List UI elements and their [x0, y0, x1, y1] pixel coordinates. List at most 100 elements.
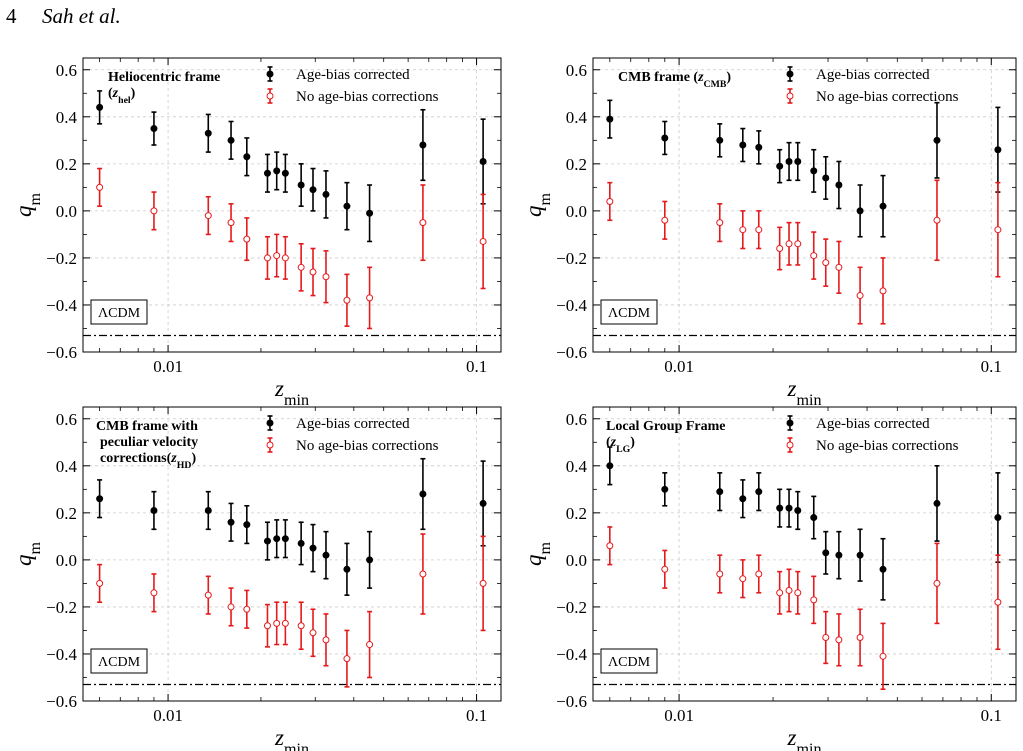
marker: [739, 495, 747, 503]
data-point-uncorrected: [204, 195, 212, 236]
data-point-uncorrected: [281, 601, 289, 646]
legend-marker: [266, 70, 274, 78]
legend-marker: [786, 419, 794, 427]
data-point-uncorrected: [297, 601, 305, 651]
data-point-uncorrected: [716, 203, 724, 243]
data-point-corrected: [606, 446, 614, 486]
data-point-uncorrected: [309, 247, 317, 297]
data-point-corrected: [366, 184, 374, 243]
legend-entry-uncorrected: No age-bias corrections: [266, 437, 439, 454]
marker: [243, 605, 251, 613]
marker: [835, 551, 843, 559]
chart-panel-3: 0.01 0.1 0.6 0.4 0.2 0.0 −0.2 −0.4 −0.6 zmin qm CMB…: [11, 406, 502, 751]
marker: [96, 495, 104, 503]
axes-frame: [592, 57, 1017, 353]
data-point-corrected: [227, 502, 235, 542]
data-point-uncorrected: [755, 210, 763, 250]
data-point-corrected: [243, 504, 251, 545]
marker: [856, 207, 864, 215]
data-point-corrected: [366, 530, 374, 589]
marker: [297, 181, 305, 189]
marker: [309, 629, 317, 637]
marker: [785, 586, 793, 594]
marker: [716, 219, 724, 227]
data-point-uncorrected: [343, 629, 351, 688]
marker: [785, 504, 793, 512]
legend-marker: [266, 419, 274, 427]
data-point-corrected: [479, 118, 487, 205]
marker: [366, 294, 374, 302]
data-point-corrected: [776, 488, 784, 528]
marker: [661, 216, 669, 224]
y-tick-label: −0.6: [556, 343, 587, 362]
marker: [794, 589, 802, 597]
marker: [343, 565, 351, 573]
marker: [366, 209, 374, 217]
data-point-uncorrected: [785, 221, 793, 266]
marker: [755, 570, 763, 578]
marker: [835, 636, 843, 644]
data-point-corrected: [273, 519, 281, 559]
marker: [322, 190, 330, 198]
x-tick-label: 0.01: [664, 357, 694, 376]
legend-entry-corrected: Age-bias corrected: [786, 415, 930, 432]
marker: [933, 216, 941, 224]
data-point-uncorrected: [343, 273, 351, 327]
marker: [204, 212, 212, 220]
marker: [297, 539, 305, 547]
legend-label: No age-bias corrections: [816, 438, 959, 454]
legend-label: No age-bias corrections: [296, 438, 439, 454]
marker: [309, 268, 317, 276]
marker: [204, 129, 212, 137]
y-tick-label: 0.0: [56, 202, 77, 221]
y-tick-label: 0.6: [56, 61, 77, 80]
data-point-corrected: [343, 181, 351, 231]
marker: [822, 633, 830, 641]
data-point-corrected: [227, 120, 235, 160]
legend-marker: [266, 92, 274, 100]
y-tick-label: −0.2: [46, 598, 77, 617]
data-point-uncorrected: [856, 266, 864, 325]
data-point-corrected: [994, 106, 1002, 193]
chart-panel-2: 0.01 0.1 0.6 0.4 0.2 0.0 −0.2 −0.4 −0.6 zmin qm CMB…: [521, 57, 1017, 409]
marker: [835, 181, 843, 189]
marker: [739, 226, 747, 234]
marker: [776, 162, 784, 170]
marker: [822, 174, 830, 182]
data-point-corrected: [856, 184, 864, 238]
data-point-corrected: [281, 153, 289, 193]
y-tick-label: −0.2: [556, 598, 587, 617]
marker: [785, 240, 793, 248]
data-point-uncorrected: [739, 210, 747, 250]
data-point-uncorrected: [822, 610, 830, 665]
y-tick-label: 0.4: [56, 457, 78, 476]
data-point-corrected: [150, 111, 158, 146]
data-point-corrected: [419, 108, 427, 182]
y-tick-label: −0.2: [46, 249, 77, 268]
data-point-uncorrected: [479, 193, 487, 290]
legend-entry-uncorrected: No age-bias corrections: [266, 88, 439, 105]
marker: [419, 490, 427, 498]
y-tick-label: 0.0: [566, 202, 587, 221]
data-point-corrected: [739, 127, 747, 163]
data-point-corrected: [810, 148, 818, 193]
marker: [479, 579, 487, 587]
data-point-corrected: [785, 488, 793, 528]
data-point-corrected: [243, 137, 251, 177]
marker: [810, 596, 818, 604]
marker: [343, 655, 351, 663]
legend-label: Age-bias corrected: [816, 67, 930, 83]
marker: [227, 136, 235, 144]
marker: [273, 252, 281, 260]
legend-marker: [786, 70, 794, 78]
frame-label: CMB frame with: [96, 419, 198, 434]
marker: [606, 462, 614, 470]
frame-label: Local Group Frame: [606, 419, 726, 434]
marker: [661, 134, 669, 142]
x-tick-label: 0.1: [466, 706, 487, 725]
data-point-uncorrected: [366, 610, 374, 679]
y-tick-label: 0.6: [566, 410, 587, 429]
marker: [933, 136, 941, 144]
data-point-uncorrected: [810, 231, 818, 280]
data-point-corrected: [755, 472, 763, 512]
